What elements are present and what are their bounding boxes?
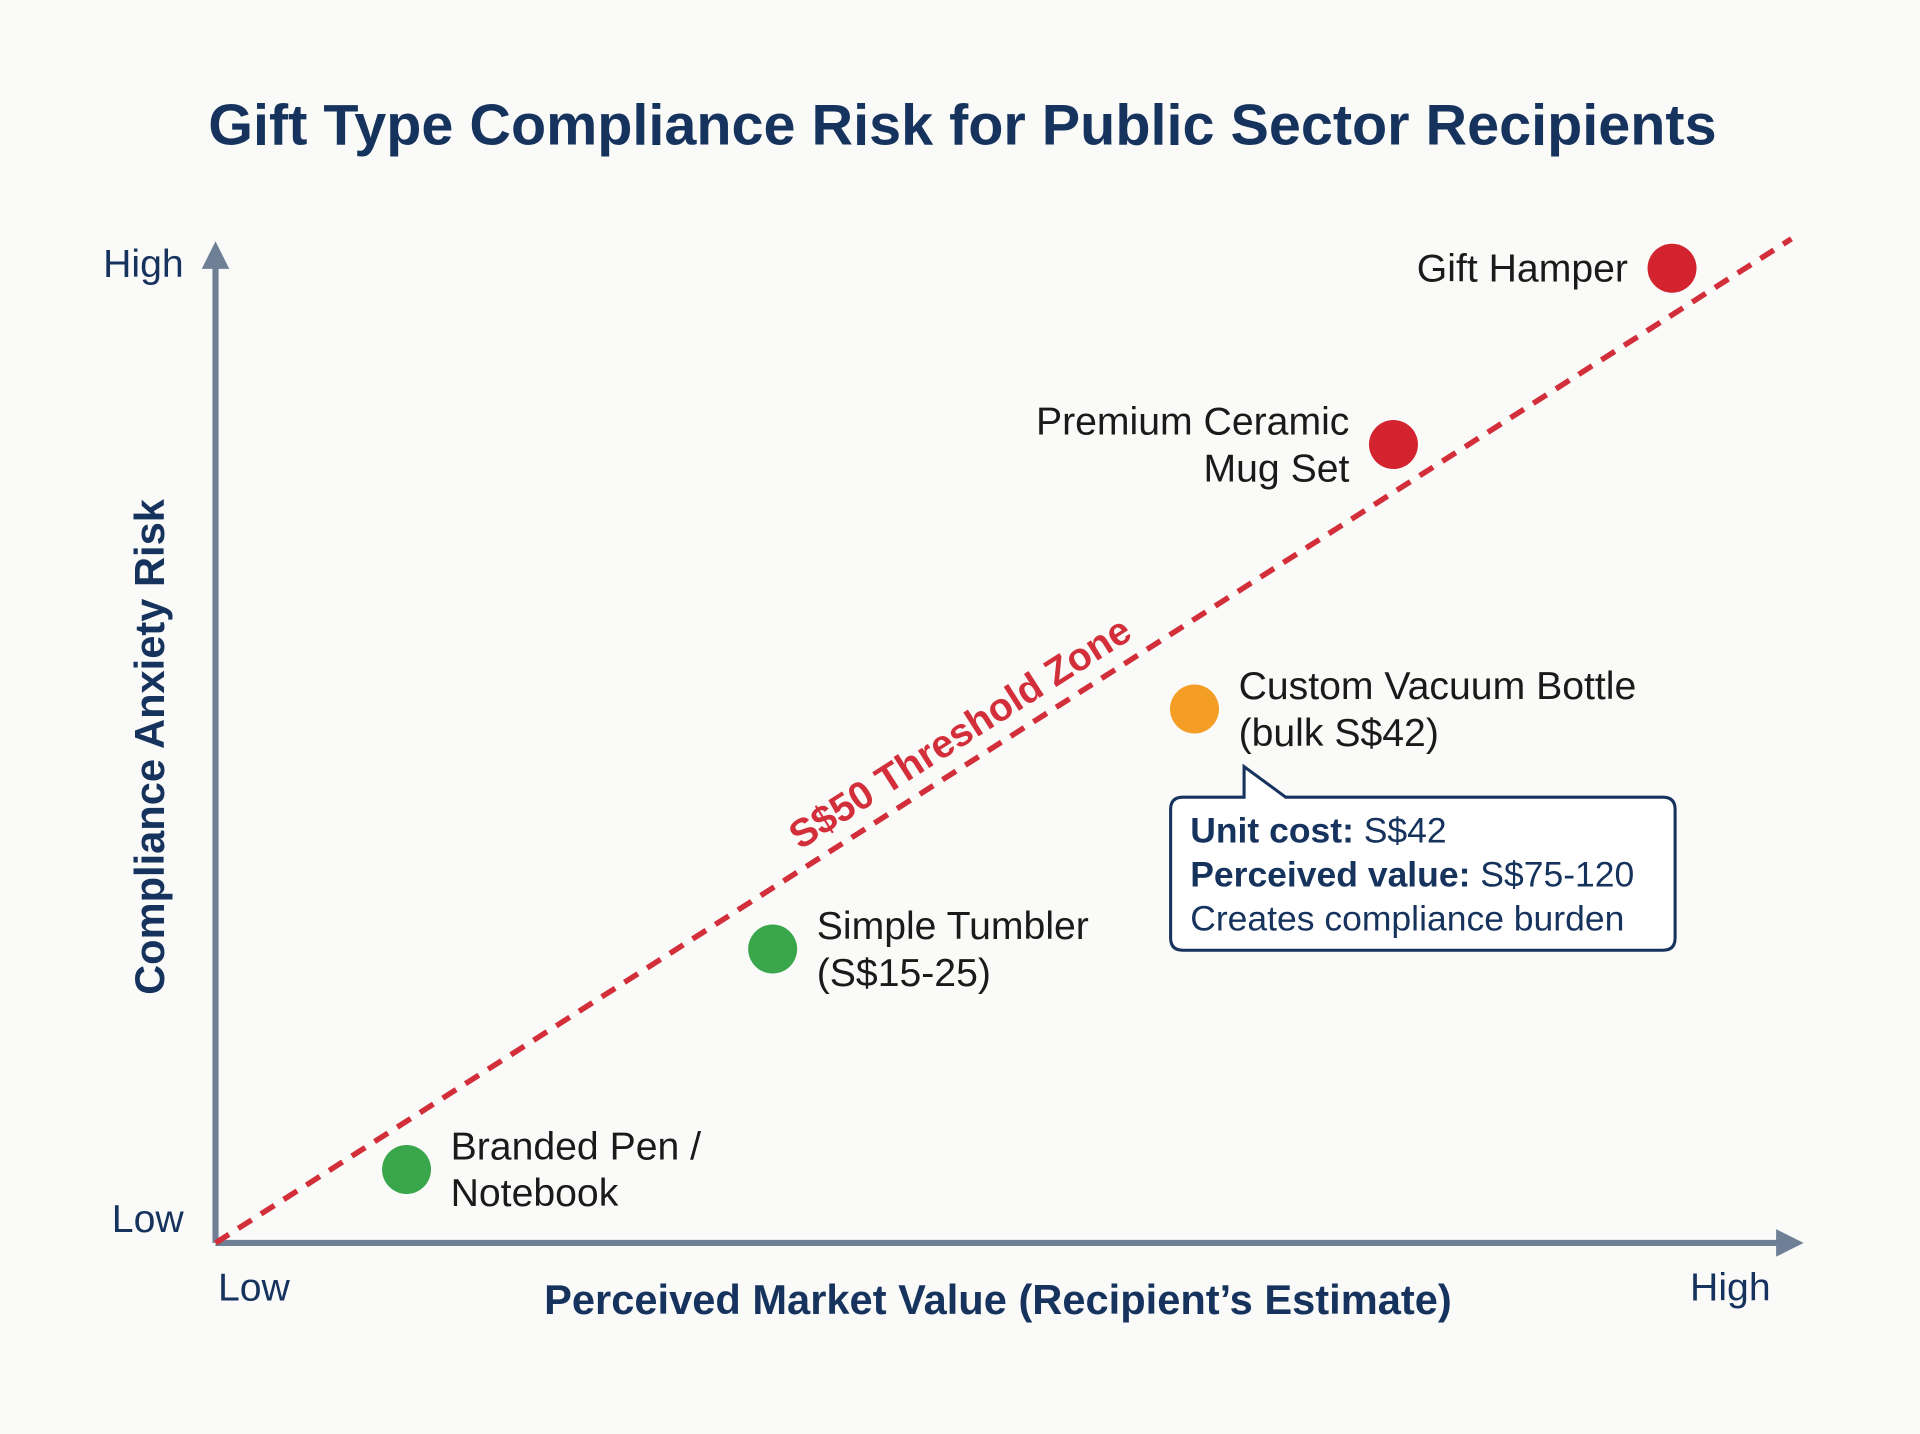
callout-line-key: Unit cost:: [1190, 811, 1354, 851]
y-tick-high: High: [103, 243, 184, 286]
callout-line-value: S$42: [1354, 811, 1447, 851]
data-point: [1368, 420, 1418, 470]
point-label-line: Notebook: [451, 1172, 619, 1215]
point-label: Custom Vacuum Bottle (bulk S$42): [1239, 665, 1637, 755]
point-label-line: Simple Tumbler: [817, 905, 1089, 948]
points-layer: Branded Pen / Notebook Simple Tumbler (S$15…: [382, 243, 1697, 1216]
data-point: [748, 924, 798, 974]
point-label-line: (S$15-25): [817, 952, 991, 995]
callout-box: [1169, 763, 1677, 952]
data-point: [1647, 243, 1697, 293]
data-point: [1170, 684, 1219, 734]
callout-line-value: Creates compliance burden: [1190, 899, 1624, 939]
chart-title: Gift Type Compliance Risk for Public Sec…: [208, 94, 1716, 158]
callout-line-value: S$75-120: [1470, 855, 1634, 895]
point-label-line: Gift Hamper: [1417, 248, 1628, 291]
point-label: Gift Hamper: [1417, 248, 1628, 291]
point-label: Simple Tumbler (S$15-25): [817, 905, 1089, 995]
y-axis-label: Compliance Anxiety Risk: [126, 498, 173, 995]
callout-line: Perceived value: S$75-120: [1190, 855, 1634, 895]
x-tick-high: High: [1690, 1266, 1771, 1309]
callout-text: Unit cost: S$42 Perceived value: S$75-120…: [1190, 811, 1634, 939]
x-axis-label: Perceived Market Value (Recipient’s Esti…: [544, 1276, 1452, 1323]
data-point: [382, 1144, 432, 1194]
callout-line: Creates compliance burden: [1190, 899, 1624, 939]
threshold-label: S$50 Threshold Zone: [782, 609, 1139, 858]
callout-line-key: Perceived value:: [1190, 855, 1470, 895]
point-label-line: Mug Set: [1203, 447, 1349, 490]
point-label-line: Premium Ceramic: [1036, 401, 1349, 444]
threshold-line: [214, 236, 1793, 1246]
callout: Unit cost: S$42 Perceived value: S$75-120…: [1169, 763, 1677, 952]
x-tick-low: Low: [218, 1266, 291, 1309]
y-tick-low: Low: [112, 1198, 185, 1241]
point-label: Premium Ceramic Mug Set: [1036, 401, 1350, 491]
callout-line: Unit cost: S$42: [1190, 811, 1446, 851]
point-label-line: (bulk S$42): [1239, 712, 1439, 755]
point-label-line: Custom Vacuum Bottle: [1239, 665, 1637, 708]
point-label: Branded Pen / Notebook: [451, 1126, 702, 1216]
point-label-line: Branded Pen /: [451, 1126, 702, 1169]
